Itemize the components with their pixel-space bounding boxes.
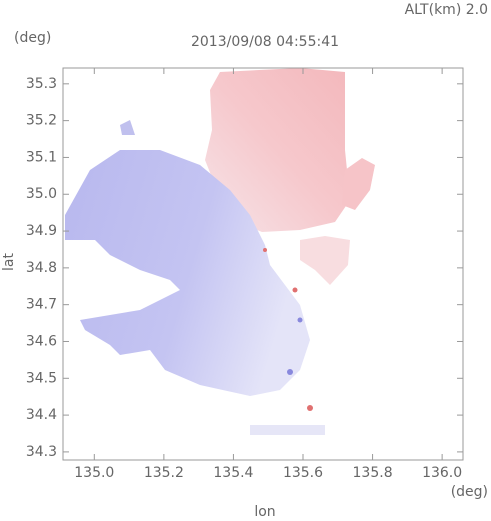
x-tick-label: 135.8 bbox=[353, 465, 393, 481]
x-tick-label: 136.0 bbox=[422, 465, 462, 481]
y-tick-label: 34.7 bbox=[26, 297, 57, 313]
y-tick-label: 34.9 bbox=[26, 223, 57, 239]
y-axis-label: lat bbox=[1, 253, 17, 271]
altitude-label: ALT(km) 2.0 bbox=[405, 2, 488, 18]
y-tick-label: 35.2 bbox=[26, 113, 57, 129]
x-tick-label: 135.2 bbox=[144, 465, 184, 481]
plot-frame bbox=[62, 67, 464, 461]
y-unit: (deg) bbox=[14, 30, 51, 46]
y-tick-label: 34.8 bbox=[26, 260, 57, 276]
velocity-field bbox=[65, 68, 375, 435]
y-tick-label: 35.0 bbox=[26, 186, 57, 202]
x-tick-label: 135.0 bbox=[74, 465, 114, 481]
y-tick-label: 34.3 bbox=[26, 444, 57, 460]
x-tick-label: 135.4 bbox=[213, 465, 253, 481]
y-tick-label: 34.5 bbox=[26, 370, 57, 386]
x-tick-label: 135.6 bbox=[283, 465, 323, 481]
y-tick-label: 35.3 bbox=[26, 76, 57, 92]
y-tick-label: 35.1 bbox=[26, 149, 57, 165]
y-tick-label: 34.4 bbox=[26, 407, 57, 423]
chart-title: 2013/09/08 04:55:41 bbox=[191, 34, 339, 50]
x-axis-label: lon bbox=[254, 504, 275, 520]
x-unit: (deg) bbox=[451, 484, 488, 500]
y-tick-label: 34.6 bbox=[26, 333, 57, 349]
